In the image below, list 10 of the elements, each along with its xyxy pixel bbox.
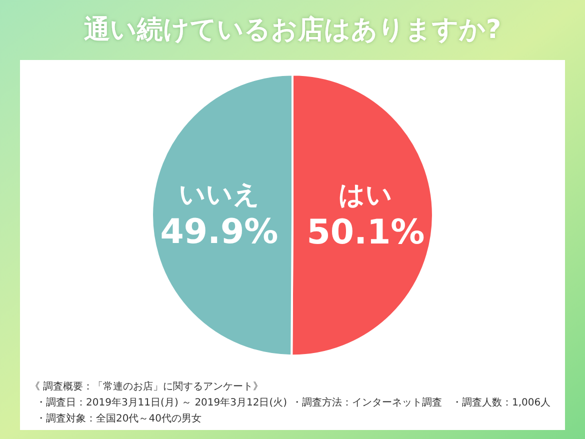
data-label: 49.9% (160, 212, 278, 252)
data-label: 50.1% (306, 212, 425, 252)
text: ・調査人数：1,006人 (452, 396, 551, 408)
text: ・調査対象：全国20代～40代の男女 (36, 412, 202, 424)
text: 《 調査概要：「常連のお店」に関するアンケート》 (30, 380, 264, 392)
slice-label: はい (338, 180, 393, 210)
slice-label: いいえ (178, 180, 260, 210)
text: ・調査方法：インターネット調査 (292, 396, 442, 408)
chart-title: 通い続けているお店はありますか? (84, 15, 502, 45)
text: ・調査日：2019年3月11日(月) ～ 2019年3月12日(火) (36, 396, 288, 408)
